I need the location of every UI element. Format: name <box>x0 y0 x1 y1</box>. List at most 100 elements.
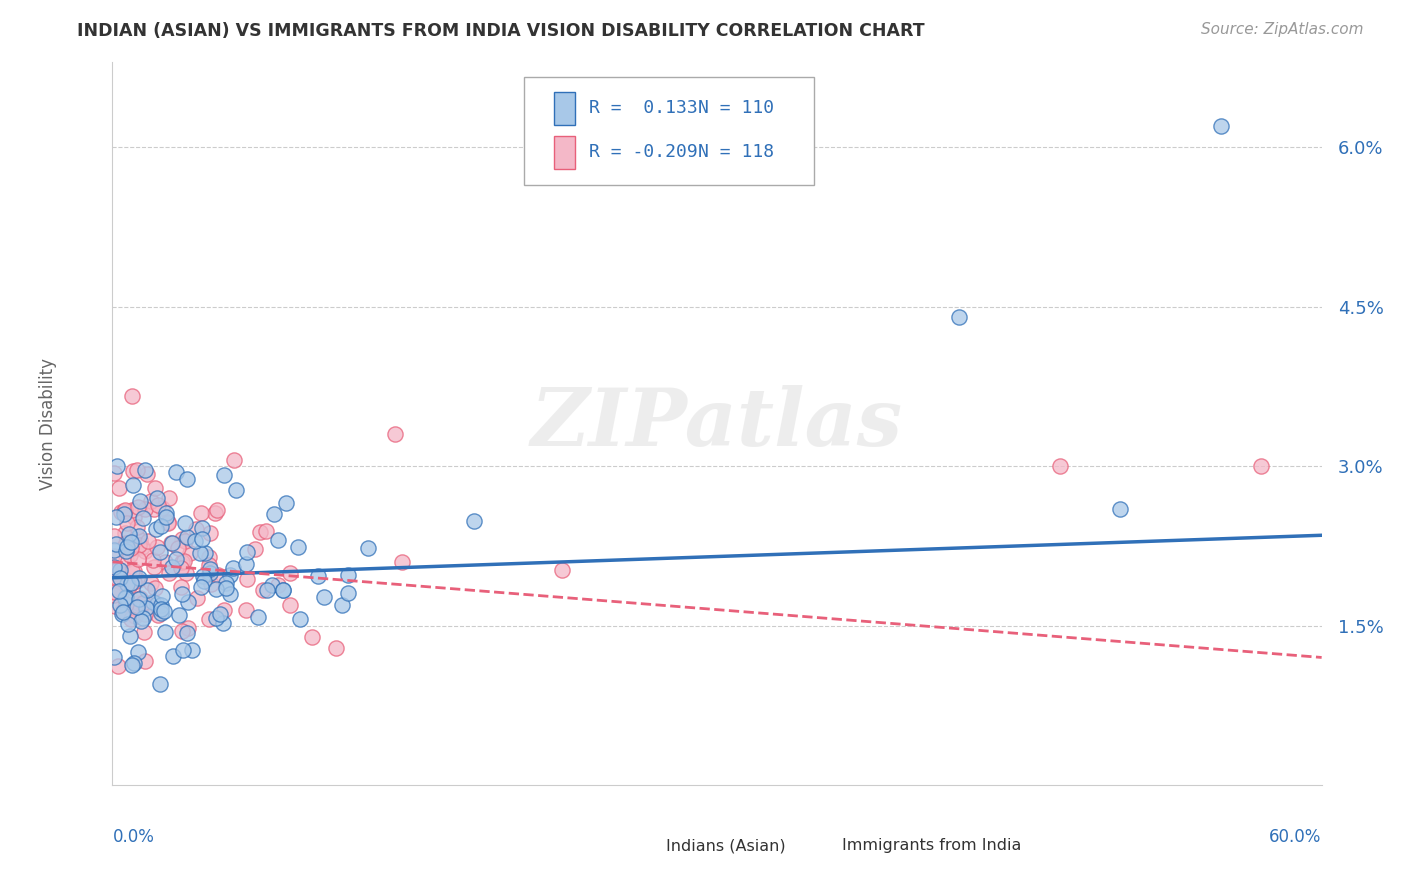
Point <box>183 533 205 548</box>
Point <box>128 533 150 547</box>
Point <box>170 555 193 569</box>
Point <box>131 540 153 554</box>
Point <box>235 603 257 617</box>
Point <box>177 595 200 609</box>
Point <box>463 514 485 528</box>
Point <box>104 584 127 599</box>
Point <box>208 607 231 621</box>
Point <box>198 567 221 582</box>
Text: Indians (Asian): Indians (Asian) <box>666 838 786 853</box>
Point <box>115 576 138 591</box>
Point <box>243 542 266 557</box>
Text: R =  0.133: R = 0.133 <box>589 99 699 117</box>
Text: Source: ZipAtlas.com: Source: ZipAtlas.com <box>1201 22 1364 37</box>
Point <box>112 606 135 620</box>
Point <box>153 624 176 639</box>
Point <box>157 515 180 529</box>
Point <box>107 659 129 673</box>
Point <box>132 511 155 525</box>
Point <box>160 559 183 574</box>
Point <box>135 600 157 615</box>
Point <box>150 589 173 603</box>
Point <box>176 472 198 486</box>
Point <box>120 548 142 562</box>
Point <box>155 510 177 524</box>
Point <box>1049 459 1071 474</box>
Point <box>384 427 406 442</box>
Point <box>191 532 214 546</box>
Point <box>114 591 136 606</box>
Point <box>325 640 347 655</box>
Point <box>263 508 285 522</box>
Point <box>215 582 238 596</box>
Point <box>122 656 145 670</box>
Text: INDIAN (ASIAN) VS IMMIGRANTS FROM INDIA VISION DISABILITY CORRELATION CHART: INDIAN (ASIAN) VS IMMIGRANTS FROM INDIA … <box>77 22 925 40</box>
Text: N = 118: N = 118 <box>699 144 775 161</box>
Point <box>170 624 193 638</box>
Point <box>110 586 132 600</box>
Point <box>174 516 197 530</box>
Point <box>551 563 574 577</box>
Point <box>111 604 134 618</box>
Point <box>170 587 193 601</box>
Point <box>103 560 125 574</box>
Point <box>115 543 138 558</box>
Point <box>176 626 198 640</box>
Point <box>128 529 150 543</box>
Point <box>173 554 195 568</box>
Point <box>204 582 226 596</box>
Point <box>121 658 143 673</box>
Point <box>136 533 159 548</box>
Point <box>198 525 221 540</box>
Point <box>127 552 149 566</box>
Point <box>114 553 136 567</box>
Point <box>103 466 125 480</box>
Point <box>118 629 141 643</box>
Point <box>204 611 226 625</box>
Point <box>211 615 233 630</box>
Point <box>1109 501 1132 516</box>
Point <box>111 607 134 621</box>
Point <box>150 598 173 612</box>
Point <box>134 543 156 558</box>
Point <box>141 493 163 508</box>
Point <box>271 583 294 598</box>
FancyBboxPatch shape <box>807 834 834 857</box>
Point <box>176 530 198 544</box>
Point <box>132 624 155 639</box>
Point <box>190 507 212 521</box>
Point <box>134 607 156 621</box>
Point <box>212 602 235 616</box>
Point <box>287 541 309 555</box>
Point <box>170 560 193 574</box>
Point <box>184 522 207 536</box>
Point <box>145 522 167 536</box>
Point <box>105 459 128 474</box>
Point <box>105 571 128 585</box>
Point <box>127 600 149 615</box>
Point <box>125 541 148 555</box>
Point <box>177 621 200 635</box>
Point <box>188 546 211 560</box>
Point <box>142 594 165 608</box>
Point <box>110 563 132 577</box>
Point <box>204 506 226 520</box>
Point <box>198 612 221 626</box>
Point <box>115 535 138 549</box>
Point <box>278 599 301 613</box>
Point <box>104 510 127 524</box>
Point <box>142 501 165 516</box>
Point <box>146 540 169 554</box>
Point <box>139 576 162 591</box>
Point <box>103 529 125 543</box>
Point <box>218 568 240 582</box>
FancyBboxPatch shape <box>554 136 575 169</box>
Point <box>153 555 176 569</box>
Point <box>166 551 188 566</box>
Point <box>357 541 380 556</box>
Point <box>260 578 283 592</box>
Point <box>174 566 197 581</box>
Point <box>222 453 245 467</box>
Point <box>103 542 125 557</box>
Point <box>207 567 229 582</box>
